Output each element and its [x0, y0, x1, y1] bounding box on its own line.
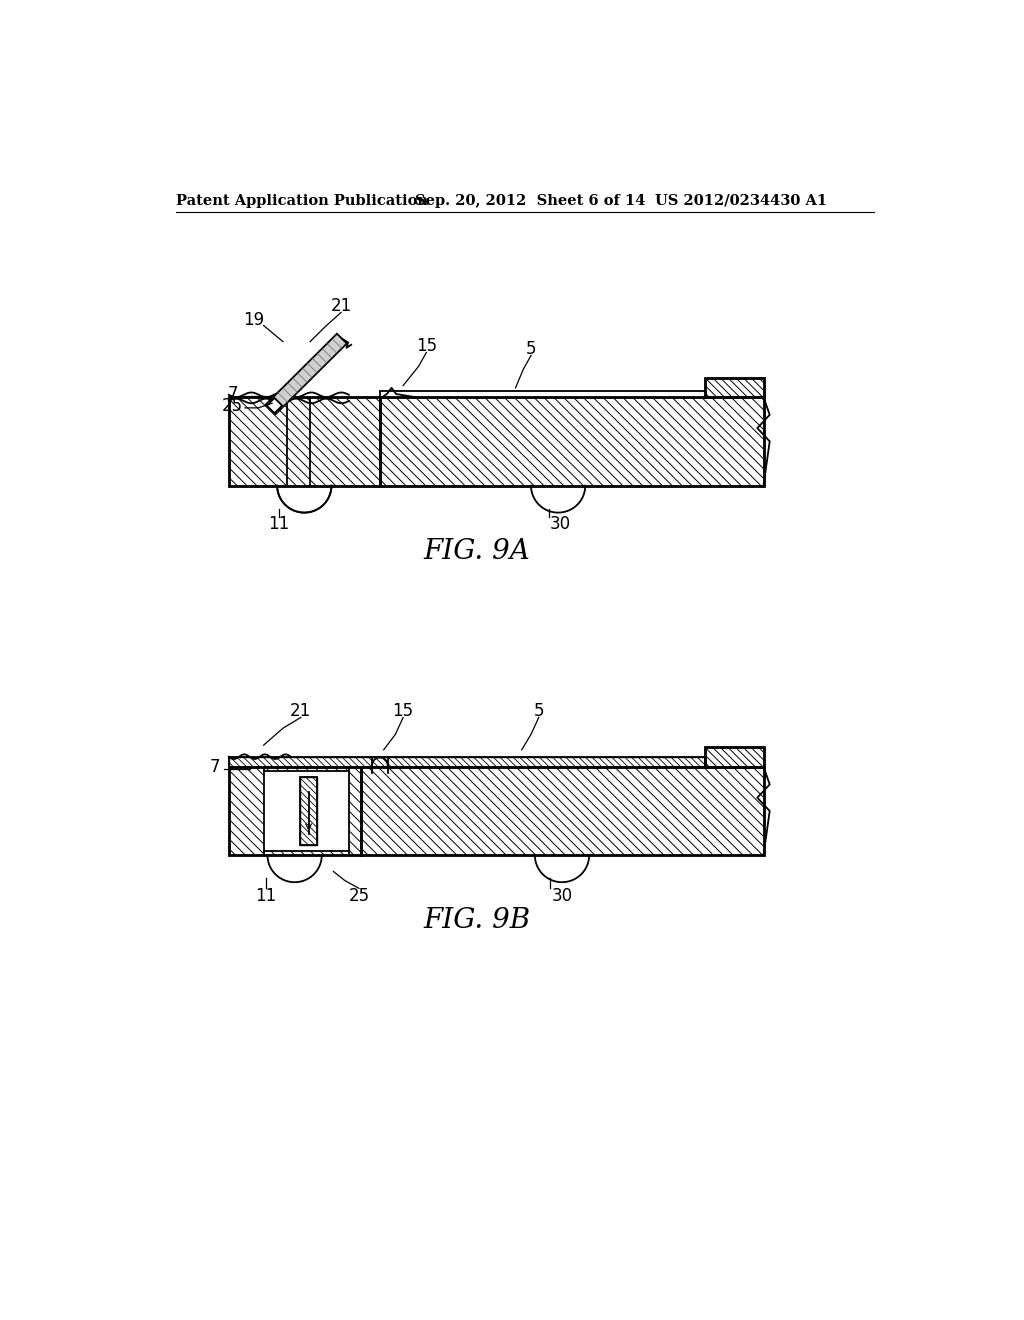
Text: 21: 21 — [331, 297, 352, 315]
Bar — [300, 776, 317, 845]
Text: Patent Application Publication: Patent Application Publication — [176, 194, 428, 207]
Text: 15: 15 — [392, 702, 414, 721]
Bar — [300, 776, 317, 845]
Bar — [228, 397, 380, 486]
Text: 30: 30 — [550, 515, 571, 533]
Text: 30: 30 — [552, 887, 572, 906]
Bar — [263, 771, 349, 851]
Bar — [360, 767, 764, 855]
Bar — [360, 767, 764, 855]
Bar — [706, 747, 764, 767]
Text: FIG. 9A: FIG. 9A — [423, 537, 530, 565]
Text: 5: 5 — [534, 702, 544, 721]
Text: Sep. 20, 2012  Sheet 6 of 14: Sep. 20, 2012 Sheet 6 of 14 — [415, 194, 645, 207]
Bar — [380, 391, 706, 397]
Bar — [228, 397, 380, 486]
Text: US 2012/0234430 A1: US 2012/0234430 A1 — [655, 194, 827, 207]
Text: FIG. 9B: FIG. 9B — [423, 907, 530, 935]
Text: 7: 7 — [210, 758, 220, 776]
Bar — [380, 391, 706, 397]
Text: 7: 7 — [227, 385, 238, 403]
Polygon shape — [265, 334, 347, 414]
Bar — [228, 758, 706, 767]
Bar — [706, 378, 764, 397]
Text: 21: 21 — [290, 702, 311, 721]
Bar — [380, 397, 764, 486]
Bar — [228, 758, 706, 767]
Text: 15: 15 — [416, 338, 437, 355]
Bar — [706, 747, 764, 767]
Text: 11: 11 — [255, 887, 276, 906]
Text: 11: 11 — [268, 515, 290, 533]
Text: 19: 19 — [243, 312, 264, 329]
Bar — [380, 397, 764, 486]
Text: 25: 25 — [348, 887, 370, 906]
Polygon shape — [267, 397, 283, 413]
Text: 25: 25 — [222, 397, 243, 416]
Bar — [228, 767, 360, 855]
Bar — [228, 767, 360, 855]
Bar — [706, 378, 764, 397]
Text: 5: 5 — [525, 341, 537, 358]
